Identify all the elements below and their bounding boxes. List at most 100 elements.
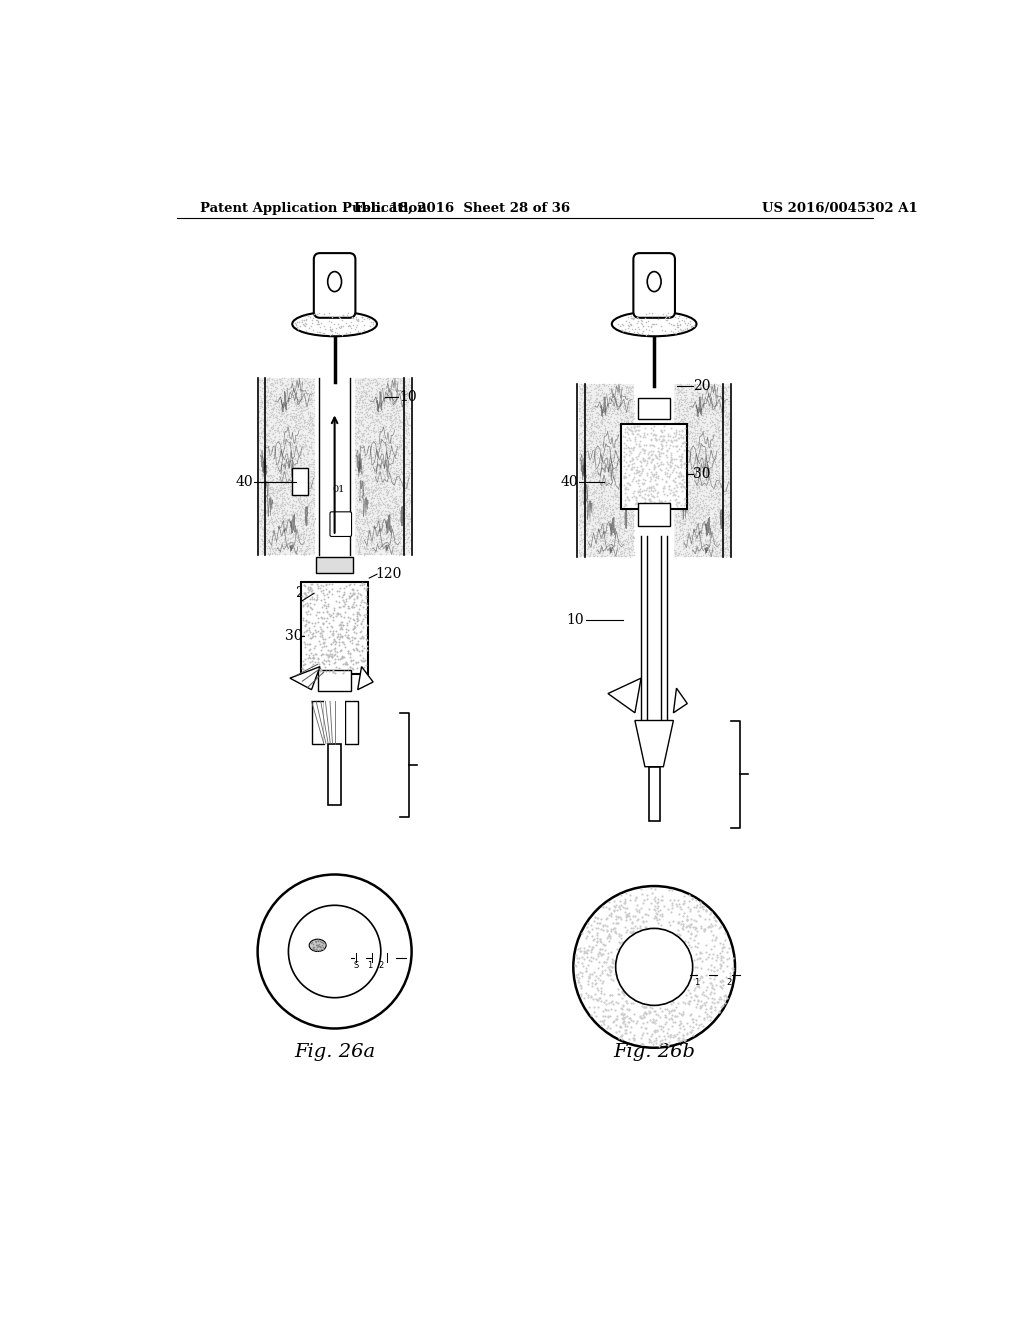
Point (261, 465, 278, 486)
Point (662, 457, 678, 478)
Point (613, 895, 630, 916)
Point (674, 451, 690, 473)
Point (687, 451, 703, 473)
Point (672, 516, 688, 537)
Point (624, 376, 640, 397)
Point (353, 459, 370, 480)
Point (668, 463, 684, 484)
Point (671, 417, 687, 438)
Point (387, 457, 403, 478)
Point (352, 395, 369, 416)
Point (574, 407, 591, 428)
Point (712, 942, 728, 964)
Point (364, 539, 380, 560)
Point (359, 418, 376, 440)
Point (694, 966, 711, 987)
Point (577, 436, 593, 457)
Point (289, 461, 305, 482)
Point (663, 1027, 679, 1048)
Point (353, 447, 370, 469)
Point (600, 473, 616, 494)
Point (639, 888, 655, 909)
Point (610, 434, 627, 455)
Point (673, 466, 689, 487)
Point (607, 906, 624, 927)
Point (386, 372, 402, 393)
Point (397, 405, 414, 426)
Point (721, 422, 737, 444)
Point (656, 1028, 673, 1049)
Point (298, 321, 314, 342)
Point (361, 440, 378, 461)
Point (592, 498, 608, 519)
Point (680, 494, 696, 515)
Point (326, 652, 342, 673)
Point (296, 574, 312, 595)
Point (699, 521, 716, 543)
Point (707, 434, 723, 455)
Point (687, 529, 703, 550)
Point (595, 520, 611, 541)
Point (287, 409, 303, 430)
Point (369, 459, 385, 480)
Point (680, 462, 696, 483)
Point (358, 430, 375, 451)
Point (364, 385, 380, 407)
Point (384, 506, 400, 527)
Point (612, 466, 629, 487)
Point (687, 463, 703, 484)
Point (391, 445, 408, 466)
Point (602, 453, 618, 474)
Point (595, 920, 611, 941)
Point (721, 495, 737, 516)
Point (593, 525, 609, 546)
Point (582, 536, 598, 557)
Point (399, 477, 416, 498)
Point (691, 473, 708, 494)
Point (615, 399, 632, 420)
Point (294, 511, 310, 532)
Point (395, 430, 412, 451)
Point (698, 429, 715, 450)
Point (660, 475, 677, 496)
Point (398, 449, 415, 470)
Point (602, 383, 618, 404)
Point (347, 512, 364, 533)
Point (256, 486, 272, 507)
Point (654, 491, 671, 512)
Point (714, 381, 730, 403)
Point (589, 528, 605, 549)
Point (581, 513, 597, 535)
Point (668, 517, 684, 539)
Point (695, 454, 712, 475)
Point (301, 528, 317, 549)
Point (618, 494, 635, 515)
Point (337, 653, 353, 675)
Point (581, 451, 597, 473)
Point (610, 494, 627, 515)
Point (690, 392, 707, 413)
Point (301, 482, 317, 503)
Point (259, 512, 275, 533)
Point (706, 383, 722, 404)
Point (290, 471, 306, 492)
Point (279, 454, 295, 475)
Point (688, 500, 705, 521)
Point (675, 479, 691, 500)
Point (280, 486, 296, 507)
Point (354, 413, 371, 434)
Point (571, 492, 588, 513)
Point (703, 475, 720, 496)
Point (684, 479, 700, 500)
Point (620, 407, 636, 428)
Point (647, 429, 664, 450)
Point (275, 458, 292, 479)
Point (263, 496, 280, 517)
Point (672, 434, 688, 455)
Point (267, 421, 284, 442)
Point (694, 521, 711, 543)
Point (382, 425, 398, 446)
Point (296, 513, 312, 535)
Point (364, 495, 380, 516)
Point (605, 529, 622, 550)
